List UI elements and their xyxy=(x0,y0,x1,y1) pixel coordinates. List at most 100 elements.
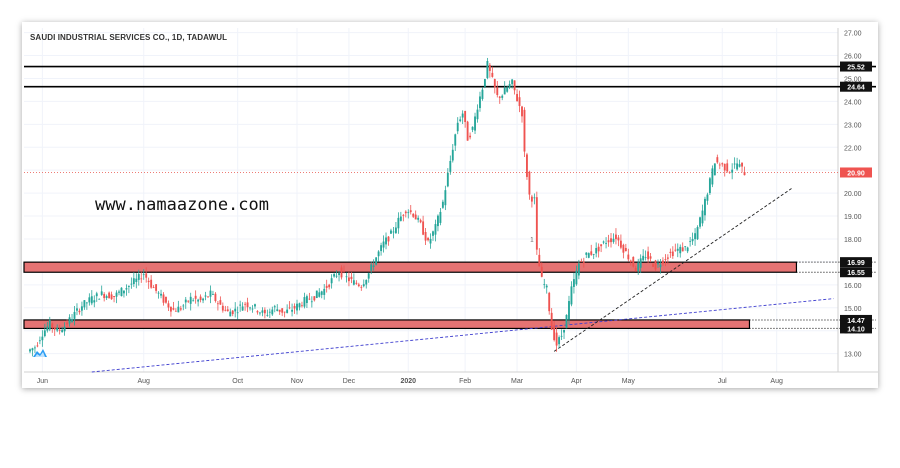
candle-body xyxy=(271,309,274,315)
candle-body xyxy=(214,293,217,302)
candle-body xyxy=(246,302,249,308)
candle-body xyxy=(145,273,148,278)
candle-body xyxy=(708,178,711,194)
candle-body xyxy=(528,171,531,195)
candle-body xyxy=(671,251,674,257)
candle-body xyxy=(169,306,172,312)
candle-body xyxy=(580,261,583,262)
candle-body xyxy=(343,270,345,272)
candle-body xyxy=(503,87,506,95)
candle-body xyxy=(441,201,444,208)
candle-body xyxy=(387,236,390,242)
candle-body xyxy=(177,306,180,313)
candle-body xyxy=(29,349,31,352)
candle-body xyxy=(278,309,281,312)
candle-body xyxy=(273,306,276,308)
tradingview-logo-icon xyxy=(33,349,47,357)
candle-body xyxy=(58,329,61,331)
price-axis: 13.0014.0015.0016.0017.0018.0019.0020.00… xyxy=(844,31,862,359)
candle-body xyxy=(355,282,358,284)
candle-body xyxy=(629,260,632,263)
x-tick-label: Aug xyxy=(137,378,150,385)
candle-body xyxy=(184,299,187,303)
candle-body xyxy=(313,296,316,301)
candle-body xyxy=(521,106,523,117)
candle-body xyxy=(414,214,417,220)
candle-body xyxy=(397,217,400,229)
candle-body xyxy=(642,255,645,261)
candle-body xyxy=(718,164,721,166)
candle-body xyxy=(610,238,612,243)
support-zone xyxy=(23,319,751,330)
candle-body xyxy=(370,264,373,271)
candle-body xyxy=(298,303,301,308)
candle-body xyxy=(572,279,575,287)
candle-body xyxy=(488,64,491,71)
candle-body xyxy=(132,278,135,285)
candle-body xyxy=(612,238,615,242)
candle-body xyxy=(261,310,264,313)
y-tick-label: 27.00 xyxy=(844,31,862,38)
price-label: 14.10 xyxy=(847,326,865,333)
candle-body xyxy=(199,296,202,301)
candle-body xyxy=(43,330,46,337)
candle-body xyxy=(328,284,331,288)
candle-body xyxy=(226,309,229,312)
chart-grid xyxy=(24,28,878,373)
candle-body xyxy=(38,340,41,342)
candle-body xyxy=(686,247,689,252)
candle-body xyxy=(120,287,123,297)
x-tick-label: Nov xyxy=(291,378,304,385)
candle-body xyxy=(619,240,622,248)
candle-body xyxy=(41,336,44,341)
x-tick-label: Apr xyxy=(571,378,583,385)
candle-body xyxy=(281,308,284,313)
candle-body xyxy=(249,307,251,309)
candle-body xyxy=(493,79,496,88)
trendline xyxy=(553,188,792,352)
candle-body xyxy=(553,325,556,341)
candle-body xyxy=(276,309,279,311)
price-label-box xyxy=(840,257,872,268)
candle-body xyxy=(743,171,746,176)
candle-body xyxy=(617,237,620,241)
candle-body xyxy=(506,87,509,92)
candle-body xyxy=(466,121,469,141)
candle-body xyxy=(605,243,608,244)
candle-body xyxy=(48,319,51,330)
candle-body xyxy=(118,291,120,293)
candle-body xyxy=(179,308,182,310)
candle-body xyxy=(427,238,429,241)
candle-body xyxy=(108,292,111,299)
candle-body xyxy=(372,265,375,267)
candle-body xyxy=(733,163,736,165)
candle-body xyxy=(76,308,78,311)
candle-body xyxy=(291,309,294,312)
candle-body xyxy=(461,113,464,118)
candle-body xyxy=(429,238,432,244)
candle-body xyxy=(664,259,667,260)
candle-body xyxy=(713,163,716,176)
y-tick-label: 26.00 xyxy=(844,54,862,61)
trendline xyxy=(91,298,834,373)
candle-body xyxy=(303,297,306,307)
candle-body xyxy=(231,310,234,315)
candle-body xyxy=(392,231,395,233)
x-tick-label: Jun xyxy=(37,378,48,385)
candle-body xyxy=(330,278,333,284)
candle-body xyxy=(90,296,93,304)
x-tick-label: Oct xyxy=(232,378,243,385)
candle-body xyxy=(721,163,724,165)
candle-body xyxy=(464,110,467,123)
candle-body xyxy=(382,241,385,248)
candle-body xyxy=(424,231,427,241)
candle-body xyxy=(127,286,130,287)
candle-body xyxy=(476,109,479,120)
candle-body xyxy=(412,213,415,217)
candle-body xyxy=(444,190,447,206)
candle-body xyxy=(595,248,598,254)
chart-title: SAUDI INDUSTRIAL SERVICES CO., 1D, TADAW… xyxy=(30,33,228,42)
candle-body xyxy=(691,238,694,242)
candle-body xyxy=(219,300,222,305)
